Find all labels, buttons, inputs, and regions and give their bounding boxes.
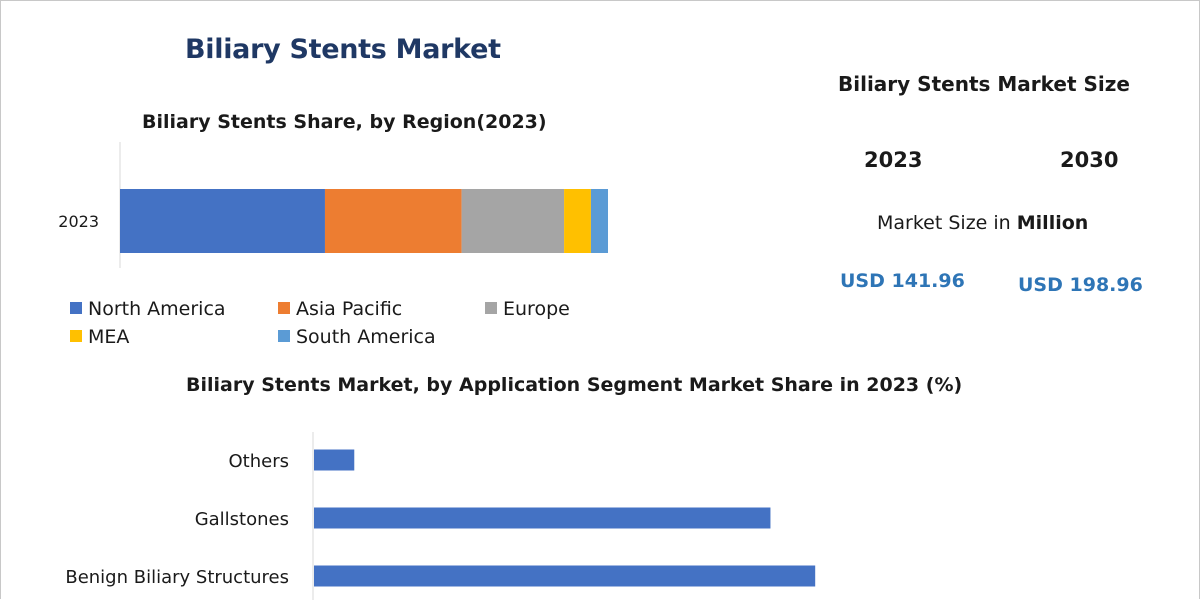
- application-category-label: Others: [229, 451, 290, 472]
- application-bar-benign-biliary-structures: [314, 565, 816, 587]
- region-bar-mea: [564, 189, 591, 253]
- legend-swatch: [278, 302, 290, 314]
- legend-label: North America: [88, 298, 226, 320]
- legend-swatch: [278, 330, 290, 342]
- legend-label: MEA: [88, 326, 130, 348]
- legend-swatch: [485, 302, 497, 314]
- market-size-unit-bold: Million: [1016, 212, 1089, 234]
- page-title: Biliary Stents Market: [185, 34, 501, 65]
- application-category-label: Benign Biliary Structures: [65, 567, 289, 588]
- market-size-year-2030: 2030: [1060, 148, 1119, 172]
- application-bar-others: [314, 449, 355, 471]
- region-bar-south-america: [590, 189, 608, 253]
- application-chart-title: Biliary Stents Market, by Application Se…: [186, 374, 963, 396]
- market-size-value-2023: USD 141.96: [840, 270, 965, 292]
- market-size-title: Biliary Stents Market Size: [838, 72, 1130, 96]
- region-chart-title: Biliary Stents Share, by Region(2023): [142, 111, 547, 133]
- region-bar-europe: [461, 189, 565, 253]
- legend-north-america: North America: [70, 298, 226, 320]
- market-size-unit: Market Size in Million: [877, 212, 1088, 234]
- legend-label: Asia Pacific: [296, 298, 403, 320]
- legend-asia-pacific: Asia Pacific: [278, 298, 402, 320]
- application-category-label: Gallstones: [195, 509, 289, 530]
- legend-south-america: South America: [278, 326, 436, 348]
- market-size-unit-prefix: Market Size in: [877, 212, 1017, 234]
- market-size-year-2023: 2023: [864, 148, 923, 172]
- legend-label: Europe: [503, 298, 570, 320]
- region-bar-asia-pacific: [324, 189, 462, 253]
- legend-label: South America: [296, 326, 436, 348]
- region-bar-north-america: [120, 189, 325, 253]
- market-size-value-2030: USD 198.96: [1018, 274, 1143, 296]
- legend-europe: Europe: [485, 298, 570, 320]
- region-category-label: 2023: [58, 212, 99, 231]
- application-bar-gallstones: [314, 507, 771, 529]
- legend-swatch: [70, 302, 82, 314]
- legend-mea: MEA: [70, 326, 129, 348]
- legend-swatch: [70, 330, 82, 342]
